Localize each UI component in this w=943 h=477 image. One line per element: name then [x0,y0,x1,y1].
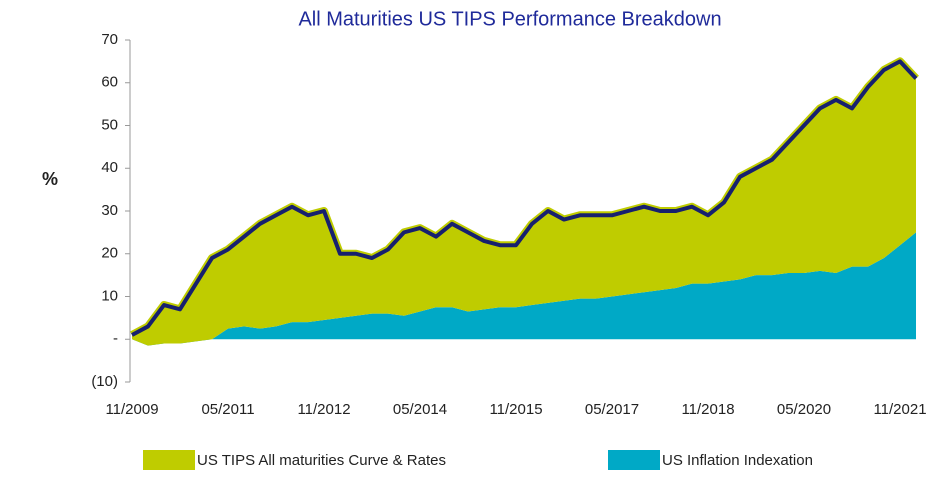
y-axis-label: % [42,169,58,189]
y-tick-label: 50 [101,116,118,133]
y-tick-label: 60 [101,74,118,91]
x-tick-label: 05/2014 [393,401,447,418]
legend-label: US Inflation Indexation [662,452,813,469]
y-tick-label: - [113,330,118,347]
area [132,61,916,346]
x-tick-label: 05/2020 [777,401,831,418]
chart-title: All Maturities US TIPS Performance Break… [298,8,721,30]
total-line [131,59,918,337]
y-tick-label: 70 [101,31,118,48]
legend-label: US TIPS All maturities Curve & Rates [197,452,446,469]
x-tick-label: 11/2009 [105,401,158,418]
area [132,232,916,346]
y-tick-label: (10) [91,373,118,390]
legend-swatch [608,450,660,470]
x-tick-label: 05/2011 [201,401,254,418]
y-tick-label: 40 [101,159,118,176]
x-tick-label: 11/2012 [297,401,350,418]
x-tick-label: 11/2015 [489,401,542,418]
x-tick-label: 05/2017 [585,401,639,418]
y-tick-label: 20 [101,245,118,262]
y-tick-label: 30 [101,202,118,219]
y-tick-label: 10 [101,287,118,304]
x-tick-label: 11/2021 [873,401,926,418]
legend-swatch [143,450,195,470]
x-tick-label: 11/2018 [681,401,734,418]
